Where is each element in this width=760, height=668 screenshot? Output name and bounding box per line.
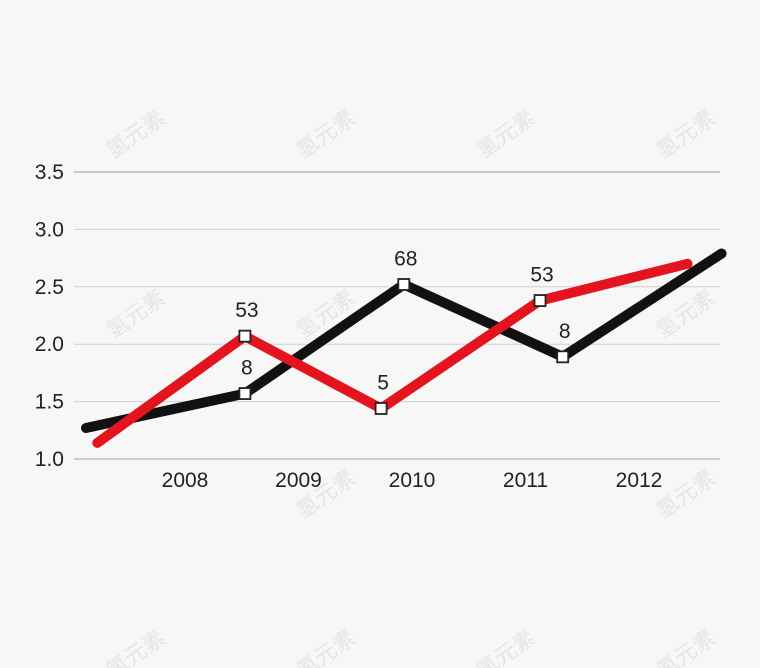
x-axis-ticks: 2008 2009 2010 2011 2012 bbox=[162, 469, 663, 492]
data-point-marker bbox=[533, 294, 547, 307]
data-label: 53 bbox=[530, 264, 553, 287]
series-markers bbox=[238, 278, 570, 415]
data-label: 5 bbox=[377, 371, 389, 394]
data-point-marker bbox=[238, 387, 252, 400]
x-tick-label: 2011 bbox=[503, 469, 548, 492]
data-point-marker bbox=[556, 350, 570, 364]
watermark-text: 氢元素 bbox=[102, 626, 170, 668]
data-label: 8 bbox=[559, 320, 571, 343]
watermark-text: 氢元素 bbox=[292, 626, 360, 668]
watermark-text: 氢元素 bbox=[102, 286, 170, 344]
watermark-text: 氢元素 bbox=[102, 106, 170, 164]
x-tick-label: 2012 bbox=[616, 469, 663, 492]
y-tick-label: 3.5 bbox=[35, 161, 64, 184]
x-tick-label: 2009 bbox=[275, 469, 322, 492]
y-tick-label: 1.0 bbox=[35, 448, 64, 471]
data-label: 68 bbox=[394, 248, 417, 271]
grid-lines bbox=[74, 171, 720, 460]
y-axis-ticks: 1.0 1.5 2.0 2.5 3.0 3.5 bbox=[35, 161, 64, 471]
data-point-marker bbox=[238, 329, 252, 343]
x-tick-label: 2008 bbox=[162, 469, 209, 492]
watermark-text: 氢元素 bbox=[292, 106, 360, 164]
watermark-text: 氢元素 bbox=[652, 106, 720, 164]
watermark-text: 氢元素 bbox=[652, 626, 720, 668]
y-tick-label: 1.5 bbox=[35, 391, 64, 414]
data-point-marker bbox=[397, 278, 411, 291]
y-tick-label: 3.0 bbox=[35, 218, 64, 241]
y-tick-label: 2.5 bbox=[35, 276, 64, 299]
data-label: 8 bbox=[241, 357, 253, 380]
data-labels: 8 68 8 53 5 53 bbox=[235, 248, 570, 395]
data-point-marker bbox=[374, 402, 388, 415]
x-tick-label: 2010 bbox=[389, 469, 436, 492]
y-tick-label: 2.0 bbox=[35, 333, 64, 356]
watermark-text: 氢元素 bbox=[472, 106, 540, 164]
data-label: 53 bbox=[235, 299, 258, 322]
watermark-text: 氢元素 bbox=[472, 626, 540, 668]
